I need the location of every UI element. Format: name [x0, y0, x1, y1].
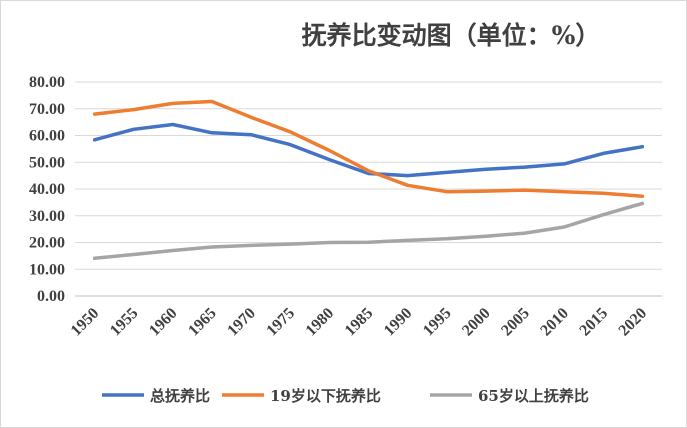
x-tick-label: 1970	[224, 305, 259, 340]
x-tick-label: 1995	[420, 305, 455, 340]
gridlines	[75, 81, 662, 297]
x-tick-label: 1985	[342, 305, 377, 340]
x-tick-label: 1975	[263, 305, 298, 340]
legend-label: 19岁以下抚养比	[270, 387, 381, 405]
series-line-2	[92, 201, 645, 261]
legend-label: 65岁以上抚养比	[478, 387, 589, 405]
x-tick-label: 1990	[381, 305, 416, 340]
x-tick-label: 2000	[459, 305, 494, 340]
x-tick-label: 1965	[185, 305, 220, 340]
y-axis-tick-labels: 0.00 10.00 20.00 30.00 40.00 50.00 60.00 70.00 8…	[29, 74, 65, 305]
x-tick-label: 2015	[576, 305, 611, 340]
series-line-0	[92, 122, 645, 178]
x-axis-tick-labels: 1950 1955 1960 1965 1970 1975 1980 1985 1990 1995…	[68, 305, 651, 340]
chart-title: 抚养比变动图（单位：%）	[302, 21, 601, 50]
x-tick-label: 1950	[68, 305, 103, 340]
y-tick-label: 30.00	[29, 208, 65, 225]
y-tick-label: 0.00	[37, 288, 65, 305]
y-tick-label: 60.00	[29, 128, 65, 145]
y-tick-label: 50.00	[29, 154, 65, 171]
y-tick-label: 40.00	[29, 181, 65, 198]
x-tick-label: 1955	[107, 305, 142, 340]
legend-item-1: 19岁以下抚养比	[222, 387, 381, 405]
x-tick-label: 2005	[498, 305, 533, 340]
legend: 总抚养比 19岁以下抚养比 65岁以上抚养比	[102, 387, 589, 405]
legend-item-2: 65岁以上抚养比	[430, 387, 589, 405]
x-tick-label: 1980	[303, 305, 338, 340]
legend-item-0: 总抚养比	[102, 387, 210, 405]
y-tick-label: 80.00	[29, 74, 65, 91]
legend-label: 总抚养比	[150, 387, 210, 405]
y-tick-label: 10.00	[29, 261, 65, 278]
x-tick-label: 1960	[146, 305, 181, 340]
series-line-1	[92, 99, 645, 198]
x-tick-label: 2010	[537, 305, 572, 340]
series-lines	[92, 99, 645, 261]
y-tick-label: 70.00	[29, 101, 65, 118]
x-tick-label: 2020	[616, 305, 651, 340]
y-tick-label: 20.00	[29, 235, 65, 252]
